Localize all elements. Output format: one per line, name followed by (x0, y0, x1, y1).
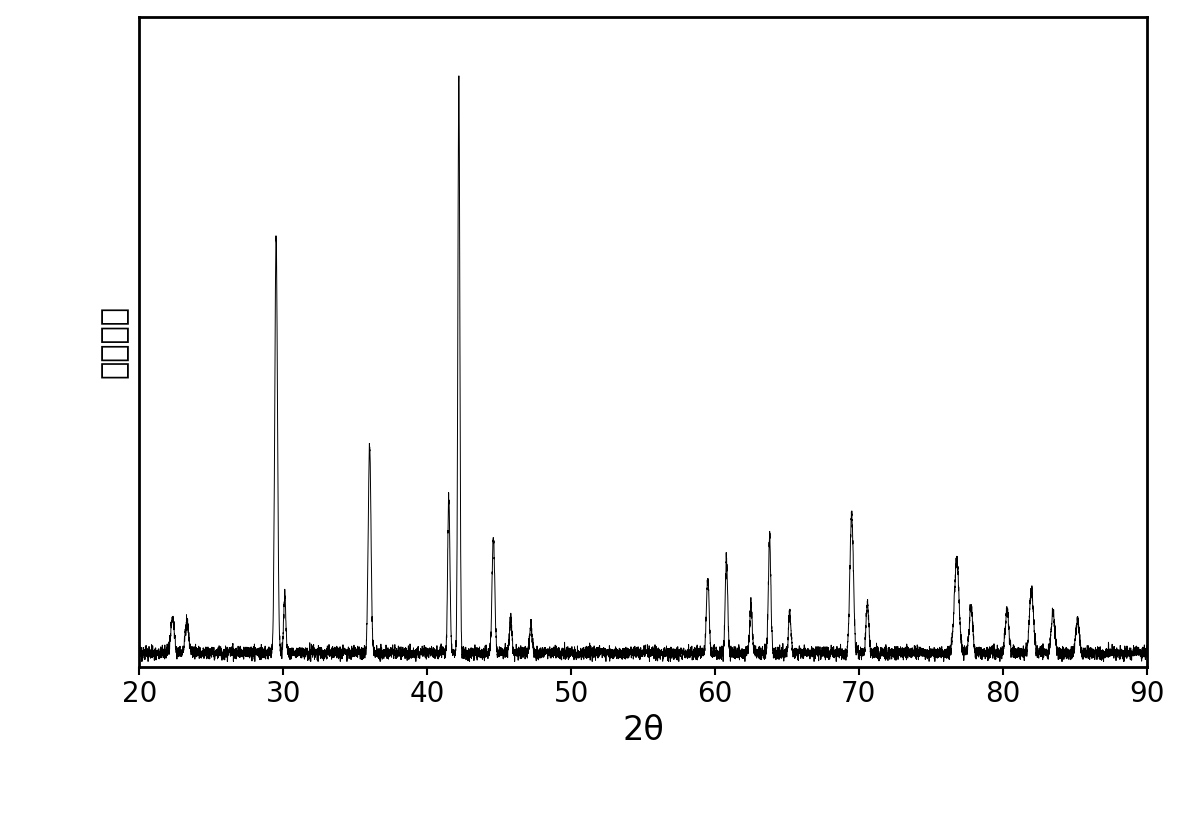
Y-axis label: 衍射强度: 衍射强度 (99, 305, 129, 378)
X-axis label: 2θ: 2θ (622, 714, 664, 747)
